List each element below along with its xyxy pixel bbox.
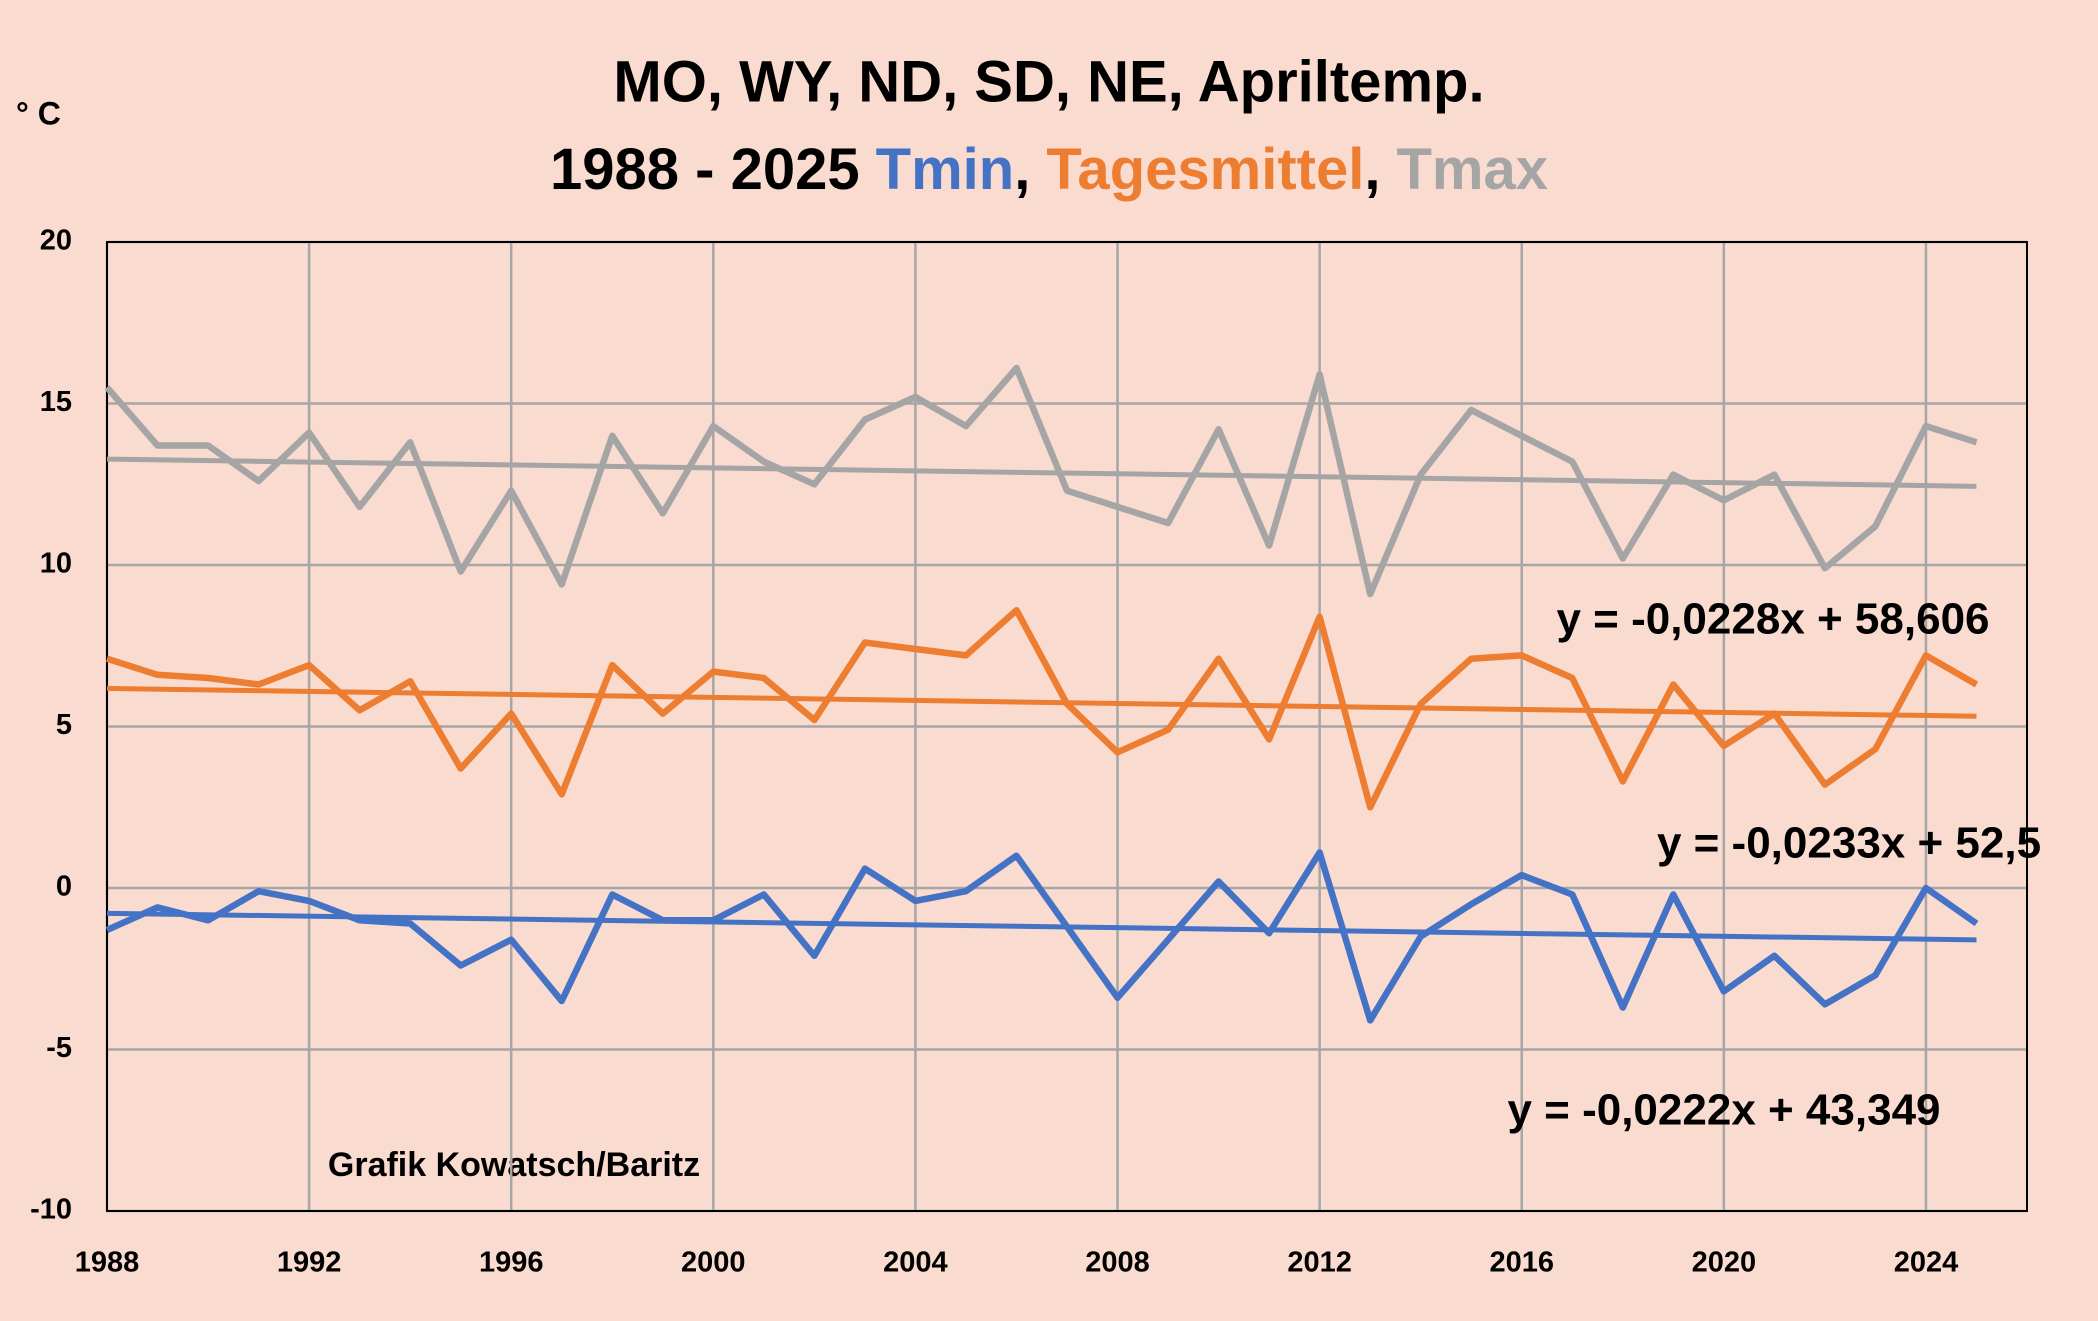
x-tick-label: 2016 bbox=[1489, 1247, 1554, 1279]
y-axis-label: ° C bbox=[16, 95, 61, 131]
subtitle-series-name: Tagesmittel bbox=[1046, 137, 1364, 202]
y-tick-label: -5 bbox=[46, 1032, 72, 1064]
subtitle-separator: , bbox=[1014, 137, 1030, 202]
x-tick-label: 2000 bbox=[681, 1247, 746, 1279]
trendline-equation: y = -0,0228x + 58,606 bbox=[1556, 595, 1989, 644]
trendline-equation: y = -0,0233x + 52,5 bbox=[1657, 819, 2041, 868]
chart-title: MO, WY, ND, SD, NE, Apriltemp. bbox=[613, 49, 1484, 114]
y-tick-label: 20 bbox=[40, 225, 72, 257]
data-line bbox=[106, 606, 1979, 811]
trend-line bbox=[106, 910, 1977, 943]
y-tick-label: 0 bbox=[56, 871, 72, 903]
x-tick-label: 1996 bbox=[479, 1247, 544, 1279]
y-tick-label: 15 bbox=[40, 386, 72, 418]
plot-frame bbox=[106, 241, 2028, 1212]
data-line bbox=[104, 364, 1978, 598]
data-line bbox=[105, 849, 1979, 1024]
x-tick-label: 2004 bbox=[883, 1247, 948, 1279]
x-tick-label: 1988 bbox=[75, 1247, 140, 1279]
subtitle-text: 1988 - 2025 bbox=[550, 137, 860, 202]
subtitle-series-name: Tmin bbox=[876, 137, 1015, 202]
y-tick-label: 10 bbox=[40, 548, 72, 580]
x-tick-label: 2020 bbox=[1692, 1247, 1757, 1279]
annotation: Grafik Kowatsch/Baritz bbox=[328, 1146, 700, 1184]
trendline-equation: y = -0,0222x + 43,349 bbox=[1507, 1086, 1940, 1135]
subtitle-series-name: Tmax bbox=[1396, 137, 1548, 202]
x-tick-label: 2008 bbox=[1085, 1247, 1150, 1279]
y-tick-label: 5 bbox=[56, 709, 72, 741]
x-tick-label: 1992 bbox=[277, 1247, 342, 1279]
x-tick-label: 2024 bbox=[1894, 1247, 1959, 1279]
y-tick-label: -10 bbox=[30, 1194, 72, 1226]
chart-subtitle: 1988 - 2025 Tmin, Tagesmittel, Tmax bbox=[550, 137, 1548, 202]
subtitle-separator: , bbox=[1364, 137, 1380, 202]
x-tick-label: 2012 bbox=[1287, 1247, 1352, 1279]
